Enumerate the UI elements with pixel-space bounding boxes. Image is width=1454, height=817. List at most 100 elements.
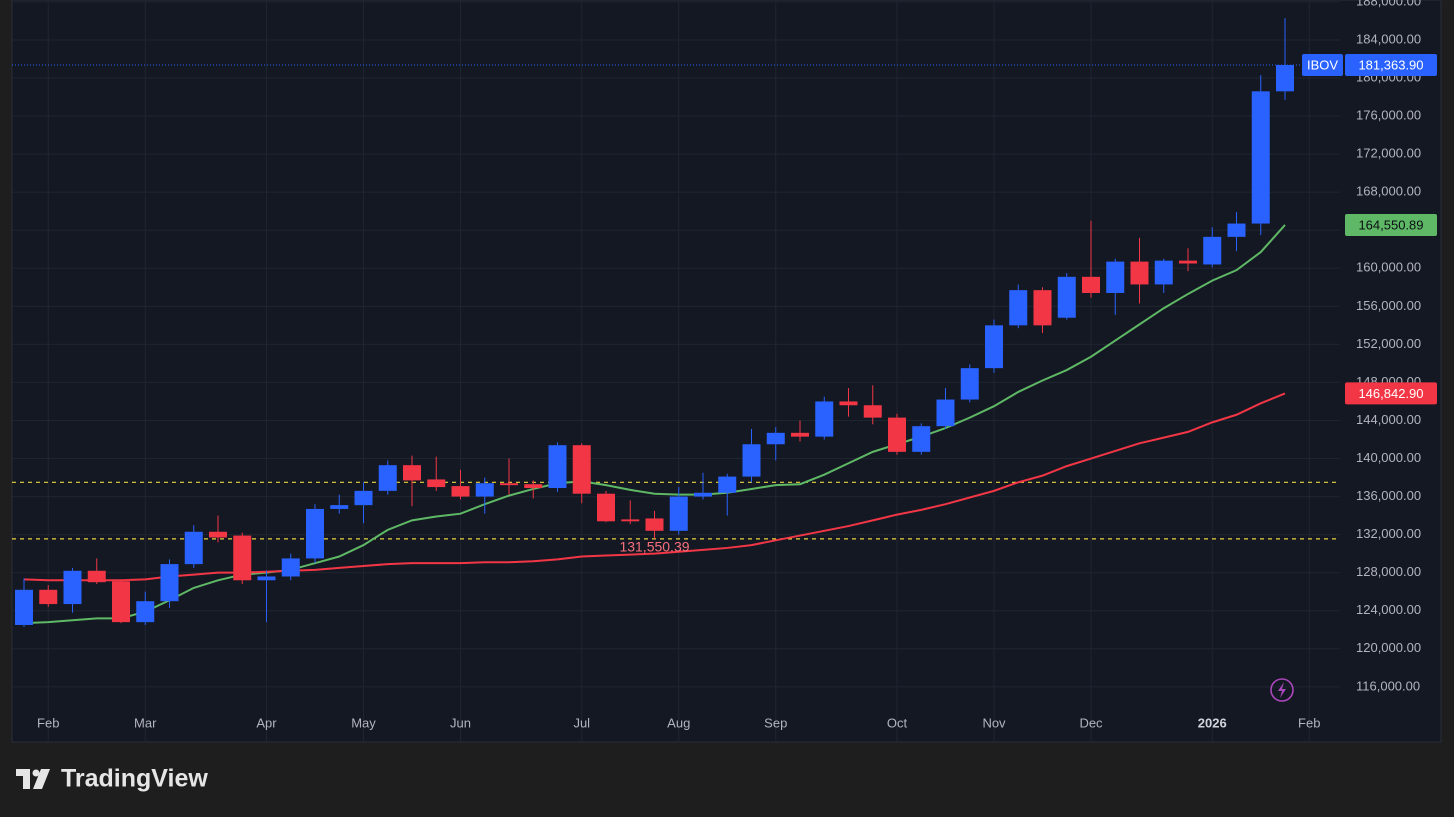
candle-body [742, 444, 761, 477]
candle-body [475, 483, 494, 497]
x-tick-label: Feb [1298, 715, 1320, 730]
candle-body [87, 570, 106, 583]
candle-body [281, 558, 300, 577]
candle-body [136, 601, 155, 623]
x-tick-label: Aug [667, 715, 690, 730]
candle-body [1203, 236, 1222, 265]
candle-body [1227, 223, 1246, 237]
line-value-label-box [1345, 382, 1437, 405]
candle-body [524, 484, 543, 489]
y-tick-label: 156,000.00 [1356, 298, 1421, 313]
y-tick-label: 124,000.00 [1356, 602, 1421, 617]
symbol-label: IBOV [1307, 57, 1338, 72]
candle-body [451, 486, 470, 497]
candle-body [427, 479, 446, 488]
x-tick-label: Nov [982, 715, 1006, 730]
line-value-label: 146,842.90 [1358, 386, 1423, 401]
y-tick-label: 136,000.00 [1356, 488, 1421, 503]
grid [12, 0, 1340, 742]
candle-body [645, 518, 664, 531]
candle-body [378, 465, 397, 491]
x-tick-label: Mar [134, 715, 157, 730]
candle-body [1033, 290, 1052, 326]
candle-body [1082, 276, 1100, 293]
x-tick-label: May [351, 715, 376, 730]
candle-body [233, 535, 252, 581]
brand-name: TradingView [61, 765, 208, 793]
candle-body [112, 581, 130, 623]
candle-body [718, 476, 737, 493]
y-tick-label: 184,000.00 [1356, 31, 1421, 46]
candle-body [1276, 65, 1294, 92]
chart-background [11, 0, 1442, 743]
y-tick-label: 116,000.00 [1356, 678, 1420, 693]
candle-body [548, 445, 567, 489]
price-axis: 116,000.00 120,000.00 124,000.00 128,000.00… [37, 0, 1437, 730]
plot-area: 131,550.39 [12, 18, 1340, 627]
candle-body [1130, 261, 1149, 285]
candle-body [354, 490, 373, 506]
candle-body [863, 405, 882, 418]
candle-body [500, 483, 518, 486]
line-value-label: 164,550.89 [1358, 217, 1423, 232]
candle-body [306, 508, 324, 559]
candle-body [1154, 260, 1173, 285]
candle-body [597, 493, 615, 522]
x-tick-label: Jun [450, 715, 471, 730]
candle-body [184, 531, 203, 565]
low-label: 131,550.39 [619, 539, 689, 555]
candle-body [209, 531, 227, 538]
candle-body [694, 492, 712, 497]
candle-body [1251, 91, 1270, 224]
candle-body [330, 505, 349, 509]
candle-body [572, 445, 591, 494]
candle-body [1106, 261, 1125, 293]
candle-body [815, 401, 834, 437]
candle-body [621, 519, 640, 522]
candle-body [888, 417, 906, 452]
y-tick-label: 132,000.00 [1356, 526, 1421, 541]
candle-body [257, 576, 276, 581]
x-tick-label: Oct [887, 715, 908, 730]
candle-body [960, 368, 979, 400]
y-tick-label: 152,000.00 [1356, 336, 1421, 351]
candle-body [669, 496, 688, 531]
candle-body [1009, 290, 1028, 326]
candle-body [15, 589, 33, 625]
candle-body [39, 589, 58, 605]
candle-body [1057, 276, 1076, 318]
symbol-box [1302, 54, 1343, 77]
candle-body [63, 570, 82, 605]
candle-body [839, 401, 858, 406]
y-tick-label: 120,000.00 [1356, 640, 1421, 655]
candle-body [985, 325, 1003, 369]
y-tick-label: 168,000.00 [1356, 184, 1421, 199]
candle-body [1179, 260, 1197, 264]
candle-body [403, 465, 421, 481]
candle-body [912, 426, 931, 452]
y-tick-label: 160,000.00 [1356, 260, 1421, 275]
last-price-label: 181,363.90 [1358, 57, 1423, 72]
candle-body [160, 564, 179, 602]
brand-logo [16, 769, 50, 789]
y-tick-label: 172,000.00 [1356, 146, 1421, 161]
x-tick-label: Dec [1079, 715, 1103, 730]
last-price-label-box [1345, 54, 1437, 77]
x-tick-label: Jul [573, 715, 590, 730]
x-tick-label: Sep [764, 715, 787, 730]
y-tick-label: 188,000.00 [1356, 0, 1421, 8]
candle-body [936, 399, 955, 427]
y-tick-label: 140,000.00 [1356, 450, 1421, 465]
y-tick-label: 176,000.00 [1356, 107, 1421, 122]
candle-body [791, 432, 809, 437]
x-tick-label: Feb [37, 715, 59, 730]
candle-body [766, 432, 785, 445]
x-tick-label: Apr [256, 715, 277, 730]
x-tick-label: 2026 [1198, 715, 1227, 730]
alert-icon[interactable] [1270, 678, 1294, 702]
line-value-label-box [1345, 213, 1437, 236]
y-tick-label: 128,000.00 [1356, 564, 1421, 579]
y-tick-label: 144,000.00 [1356, 412, 1421, 427]
